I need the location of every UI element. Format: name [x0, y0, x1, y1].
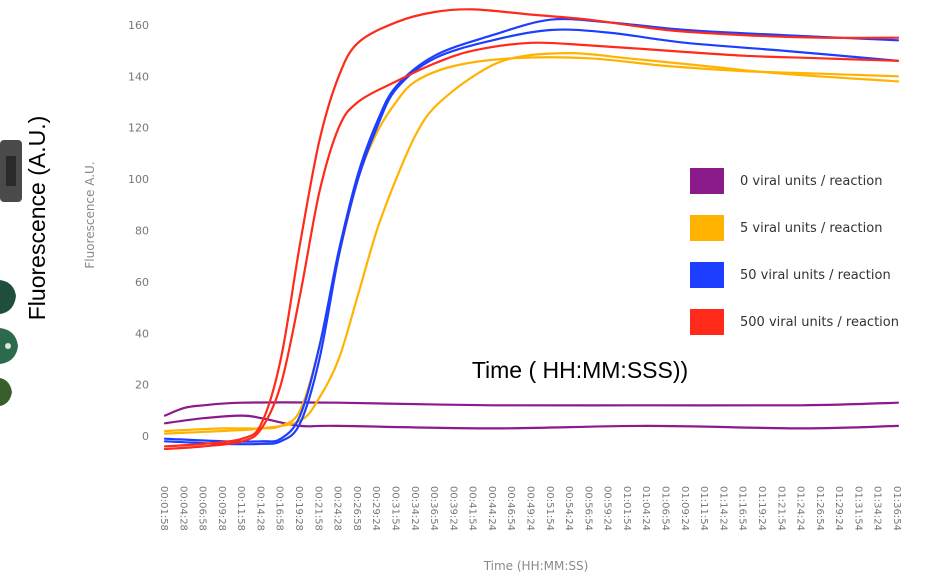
x-tick-label: 00:16:58 [274, 486, 285, 531]
y-tick-label: 160 [128, 19, 149, 32]
x-tick-label: 00:49:24 [525, 486, 536, 531]
x-tick-label: 01:26:54 [814, 486, 825, 531]
y-tick-label: 20 [135, 379, 149, 392]
y-tick-label: 100 [128, 173, 149, 186]
legend-label: 5 viral units / reaction [740, 221, 882, 236]
legend-swatch [690, 309, 724, 335]
x-tick-label: 01:11:54 [698, 486, 709, 531]
x-tick-label: 01:29:24 [833, 486, 844, 531]
x-tick-label: 01:24:24 [795, 486, 806, 531]
x-tick-label: 00:56:54 [582, 486, 593, 531]
series-line-2-5 [163, 17, 900, 443]
x-axis-label: Time (HH:MM:SS) [483, 559, 589, 573]
legend-swatch [690, 168, 724, 194]
legend: 0 viral units / reaction 5 viral units / … [690, 168, 899, 335]
x-tick-label: 00:06:58 [197, 486, 208, 531]
y-tick-label: 0 [142, 430, 149, 443]
x-tick-label: 01:16:54 [737, 486, 748, 531]
series-line-0-0 [163, 401, 900, 417]
x-tick-label: 00:36:54 [428, 486, 439, 531]
x-tick-label: 01:04:24 [640, 486, 651, 531]
series-line-3-6 [163, 8, 900, 448]
x-tick-label: 00:11:58 [235, 486, 246, 531]
x-tick-label: 00:34:24 [409, 486, 420, 531]
x-tick-label: 00:29:24 [370, 486, 381, 531]
x-tick-label: 00:54:24 [563, 486, 574, 531]
x-tick-label: 00:21:58 [312, 486, 323, 531]
x-axis-label-overlay: Time ( HH:MM:SSS)) [472, 357, 688, 383]
x-tick-label: 00:14:28 [254, 486, 265, 531]
y-tick-label: 60 [135, 276, 149, 289]
x-tick-label: 01:01:54 [621, 486, 632, 531]
series-line-0-1 [163, 414, 900, 430]
x-tick-label: 01:09:24 [679, 486, 690, 531]
x-tick-label: 01:06:54 [660, 486, 671, 531]
x-tick-label: 00:46:54 [505, 486, 516, 531]
x-tick-label: 01:21:54 [775, 486, 786, 531]
y-tick-label: 140 [128, 70, 149, 83]
x-axis-ticks: 00:01:58 00:04:28 00:06:58 00:09:28 00:11:58… [158, 486, 902, 531]
x-tick-label: 00:24:28 [332, 486, 343, 531]
legend-swatch [690, 215, 724, 241]
y-tick-label: 80 [135, 225, 149, 238]
y-tick-label: 40 [135, 327, 149, 340]
series-line-2-4 [163, 28, 900, 446]
y-axis-label-overlay: Fluorescence (A.U.) [24, 116, 50, 321]
series-lines [163, 8, 900, 451]
x-tick-label: 00:39:24 [447, 486, 458, 531]
y-axis-ticks: 0 20 40 60 80 100 120 140 160 [128, 19, 149, 443]
legend-label: 500 viral units / reaction [740, 315, 899, 330]
x-tick-label: 00:44:24 [486, 486, 497, 531]
x-tick-label: 00:26:58 [351, 486, 362, 531]
series-line-3-7 [163, 41, 900, 451]
x-tick-label: 00:31:54 [389, 486, 400, 531]
x-tick-label: 00:51:54 [544, 486, 555, 531]
legend-label: 0 viral units / reaction [740, 174, 882, 189]
x-tick-label: 00:19:28 [293, 486, 304, 531]
x-tick-label: 00:04:28 [177, 486, 188, 531]
legend-swatch [690, 262, 724, 288]
x-tick-label: 01:14:24 [717, 486, 728, 531]
legend-label: 50 viral units / reaction [740, 268, 891, 283]
x-tick-label: 00:01:58 [158, 486, 169, 531]
x-tick-label: 01:34:24 [872, 486, 883, 531]
x-tick-label: 00:09:28 [216, 486, 227, 531]
x-tick-label: 01:19:24 [756, 486, 767, 531]
x-tick-label: 00:41:54 [467, 486, 478, 531]
y-axis-label: Fluorescence A.U. [83, 161, 97, 268]
left-image-strip [0, 140, 22, 406]
y-tick-label: 120 [128, 122, 149, 135]
x-tick-label: 01:36:54 [891, 486, 902, 531]
x-tick-label: 01:31:54 [852, 486, 863, 531]
x-tick-label: 00:59:24 [602, 486, 613, 531]
